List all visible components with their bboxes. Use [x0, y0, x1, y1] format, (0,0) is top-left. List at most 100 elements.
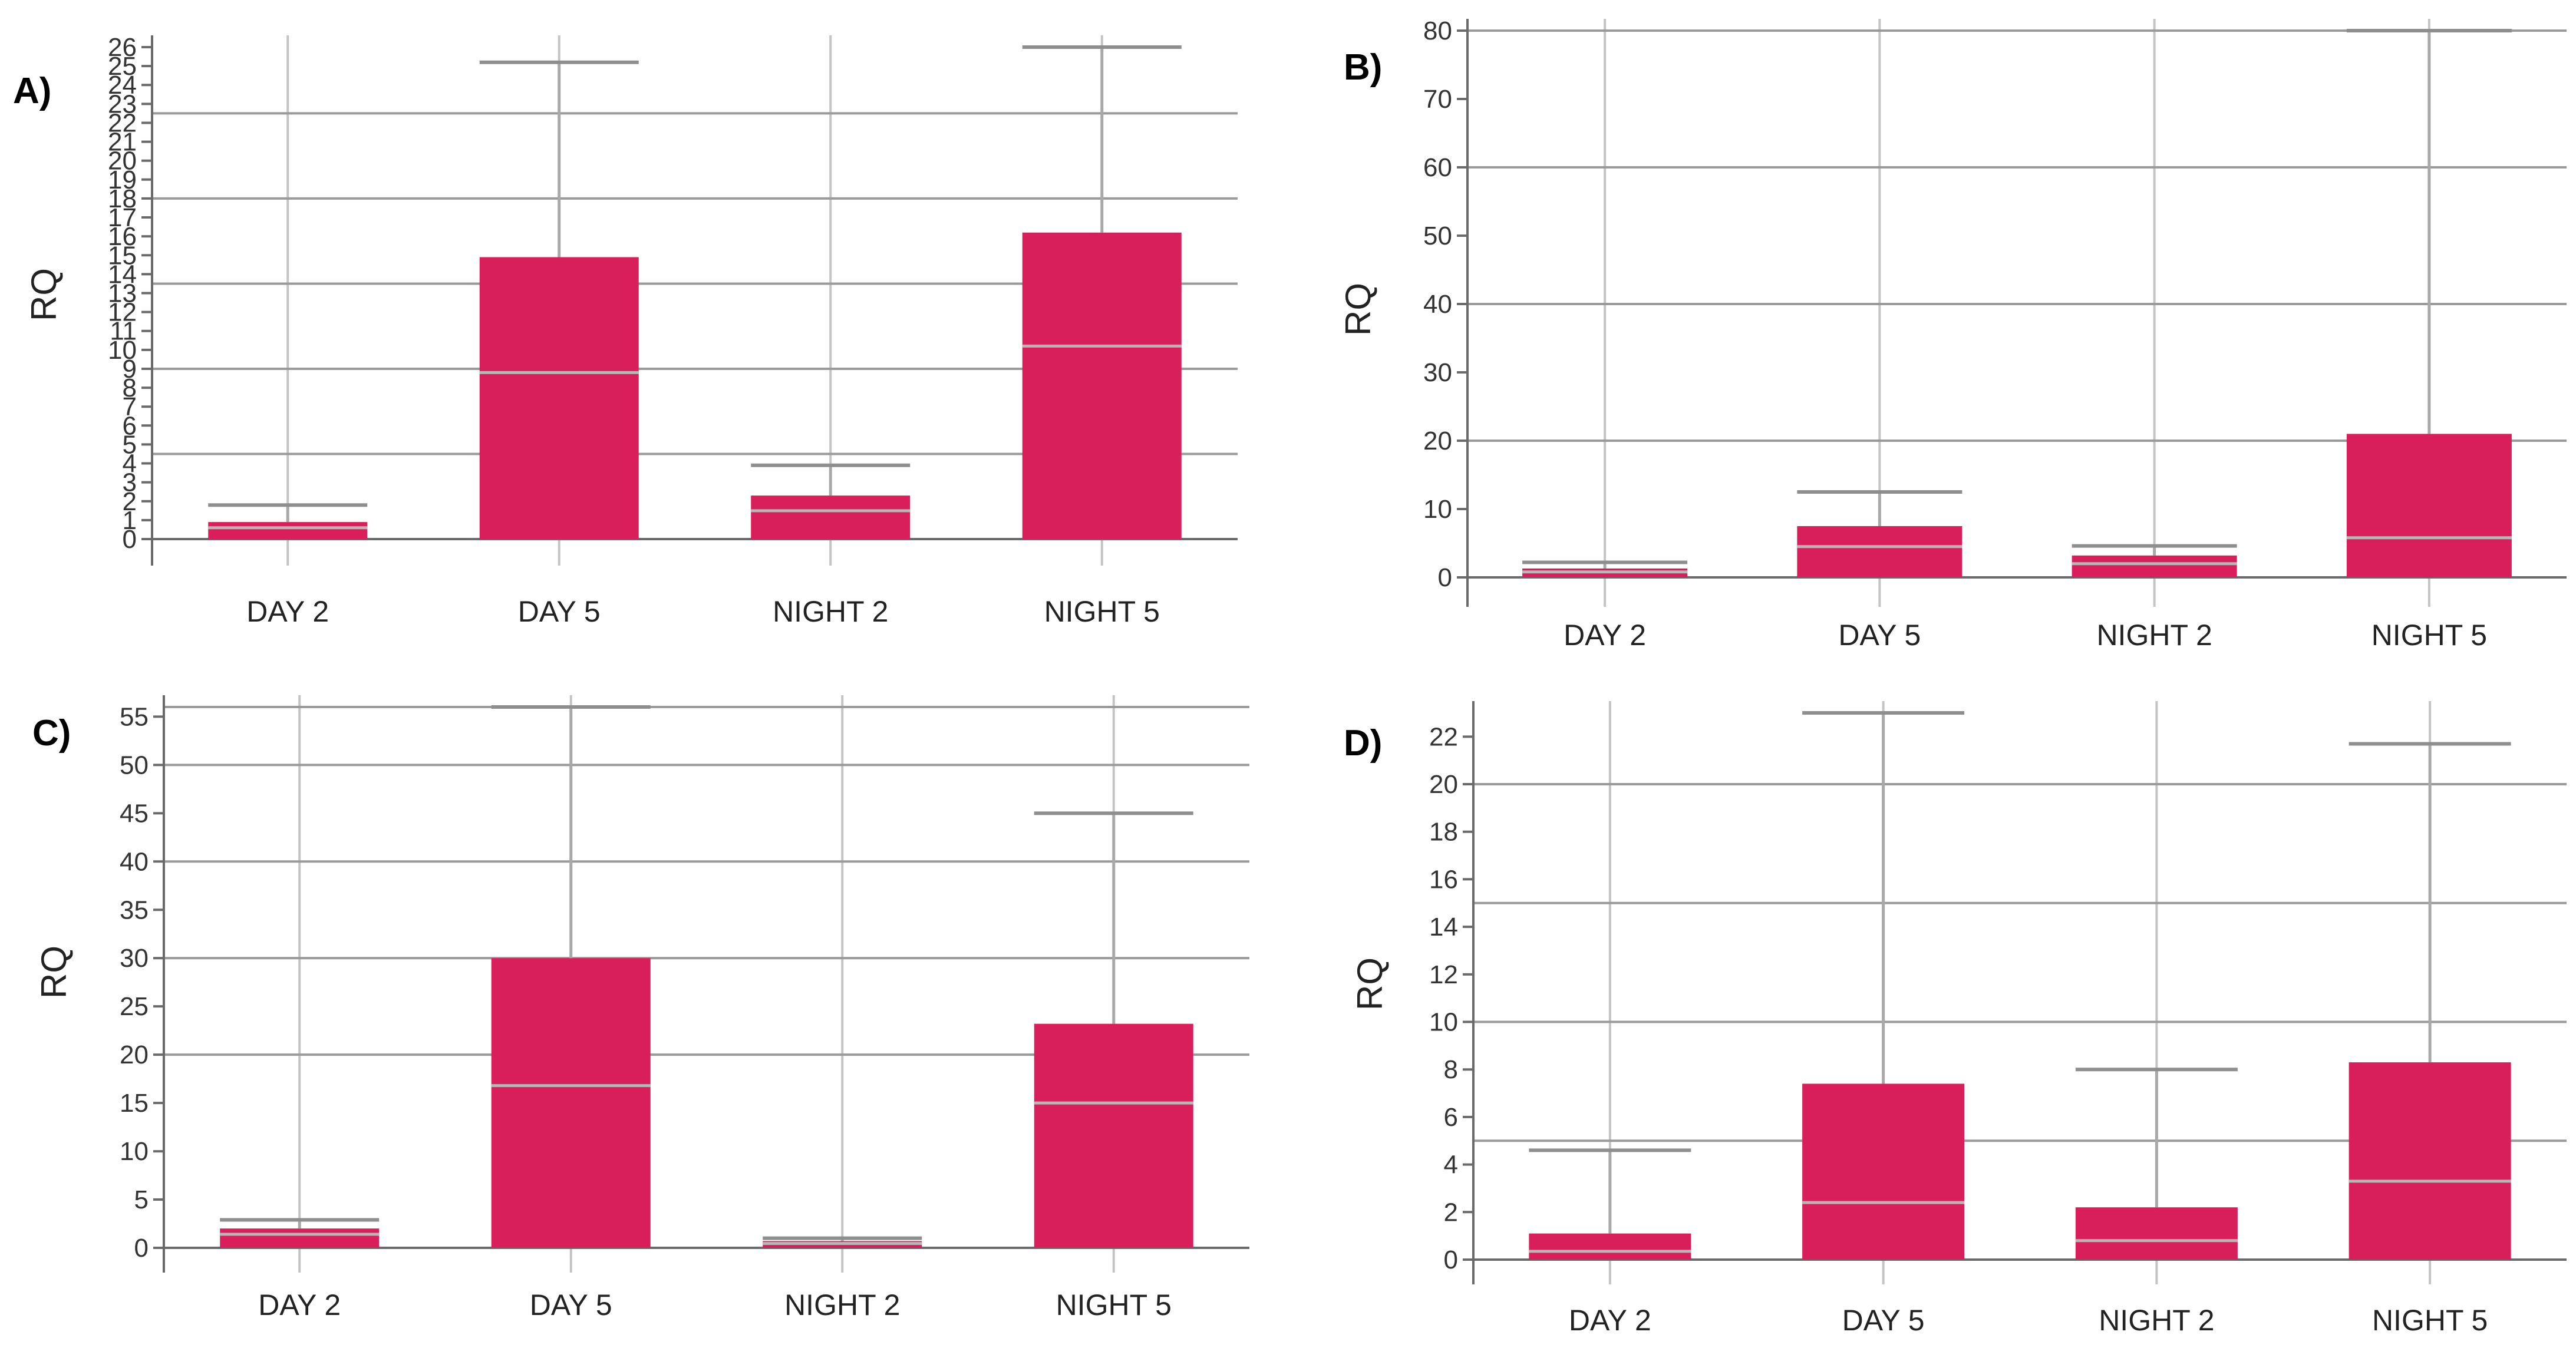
- y-tick-label: 25: [108, 52, 137, 81]
- panel-label: C): [32, 713, 71, 754]
- y-tick-label: 19: [108, 166, 137, 194]
- y-tick-label: 20: [1423, 427, 1452, 455]
- x-tick-label: NIGHT 2: [2099, 1304, 2214, 1337]
- y-tick-label: 15: [108, 241, 137, 270]
- y-tick-label: 40: [1423, 290, 1452, 319]
- panel-a: A)01234567891011121314151617181920212223…: [13, 33, 1238, 628]
- y-tick-label: 20: [120, 1040, 149, 1069]
- bar: [479, 257, 639, 539]
- y-tick-label: 5: [134, 1185, 149, 1214]
- y-axis-label: RQ: [1338, 283, 1378, 336]
- x-tick-label: DAY 2: [1564, 619, 1646, 652]
- panel-c: C) 0 5 10 15 20 25 30 35 40 45 50 55 RQ DAY 2 DAY 5 NIGH…: [32, 695, 1249, 1321]
- y-tick-label: 11: [110, 317, 137, 346]
- bar: [2349, 1062, 2511, 1260]
- y-tick-label: 0: [1444, 1245, 1458, 1274]
- y-tick-label: 30: [1423, 358, 1452, 387]
- x-tick-label: NIGHT 5: [2372, 1304, 2488, 1337]
- y-tick-label: 6: [1444, 1103, 1458, 1132]
- panel-label: B): [1344, 47, 1382, 88]
- y-tick-label: 18: [108, 184, 137, 213]
- y-tick-label: 35: [120, 896, 149, 924]
- y-tick-label: 45: [120, 799, 149, 828]
- y-tick-label: 4: [1444, 1151, 1458, 1180]
- y-tick-label: 8: [123, 374, 137, 402]
- y-tick-label: 14: [1429, 913, 1458, 941]
- bar: [1529, 1233, 1691, 1260]
- y-tick-label: 8: [1444, 1055, 1458, 1084]
- y-tick-label: 26: [108, 33, 137, 62]
- y-tick-label: 1: [123, 506, 137, 535]
- panel-label: D): [1344, 723, 1382, 764]
- x-tick-label: DAY 2: [258, 1288, 341, 1321]
- bar: [1797, 526, 1962, 577]
- y-tick-label: 22: [1429, 722, 1458, 751]
- y-tick-label: 0: [123, 525, 137, 554]
- x-tick-label: NIGHT 2: [2096, 619, 2212, 652]
- x-tick-label: DAY 5: [1838, 619, 1921, 652]
- x-tick-label: DAY 5: [1842, 1304, 1925, 1337]
- y-tick-label: 60: [1423, 153, 1452, 182]
- y-tick-label: 22: [108, 108, 137, 137]
- y-tick-label: 25: [120, 992, 149, 1021]
- y-tick-label: 2: [123, 487, 137, 516]
- y-tick-label: 4: [123, 450, 137, 478]
- y-tick-label: 10: [1423, 495, 1452, 524]
- bar: [1802, 1083, 1965, 1260]
- x-tick-label: NIGHT 5: [2371, 619, 2487, 652]
- x-tick-label: DAY 5: [530, 1288, 612, 1321]
- x-tick-label: NIGHT 2: [773, 595, 888, 628]
- y-tick-label: 16: [108, 222, 137, 251]
- y-tick-label: 13: [108, 279, 137, 308]
- x-tick-label: DAY 5: [518, 595, 601, 628]
- y-tick-label: 50: [120, 751, 149, 779]
- bar: [1034, 1023, 1193, 1248]
- bar: [2072, 555, 2237, 577]
- panel-b: B) 0 10 20 30 40 50 60 70 80 RQ DAY 2 DAY 5 NIGHT 2 NI…: [1338, 16, 2567, 652]
- y-tick-label: 10: [120, 1137, 149, 1166]
- bar: [751, 495, 911, 539]
- y-tick-label: 55: [120, 702, 149, 731]
- y-axis-label: RQ: [34, 946, 74, 999]
- y-tick-label: 10: [1429, 1008, 1458, 1037]
- y-tick-label: 15: [120, 1089, 149, 1118]
- y-tick-label: 18: [1429, 818, 1458, 847]
- y-tick-label: 5: [123, 430, 137, 459]
- x-tick-label: DAY 2: [1569, 1304, 1651, 1337]
- y-tick-label: 9: [123, 355, 137, 384]
- y-tick-label: 70: [1423, 85, 1452, 114]
- y-tick-label: 3: [123, 468, 137, 497]
- y-tick-label: 14: [108, 260, 137, 289]
- panel-d: D) 0 2 4 6 8 10 12 14 16 18 20 22 RQ DAY 2 DAY 5 NIGHT 2…: [1344, 701, 2567, 1337]
- y-tick-label: 17: [108, 203, 137, 232]
- y-tick-label: 20: [108, 147, 137, 176]
- y-tick-label: 80: [1423, 16, 1452, 45]
- bar: [1022, 232, 1182, 539]
- y-axis-label: RQ: [24, 268, 64, 321]
- y-tick-label: 16: [1429, 865, 1458, 894]
- bar: [491, 958, 651, 1248]
- y-tick-label: 50: [1423, 222, 1452, 250]
- x-tick-label: NIGHT 2: [784, 1288, 900, 1321]
- y-tick-label: 2: [1444, 1198, 1458, 1227]
- bar: [208, 522, 368, 539]
- bar: [220, 1228, 380, 1248]
- panel-label: A): [13, 71, 51, 111]
- y-tick-label: 20: [1429, 770, 1458, 799]
- y-tick-label: 40: [120, 847, 149, 876]
- x-tick-label: DAY 2: [246, 595, 329, 628]
- y-tick-label: 12: [108, 298, 137, 327]
- y-tick-label: 23: [108, 90, 137, 118]
- y-tick-label: 6: [123, 411, 137, 440]
- y-tick-label: 30: [120, 944, 149, 973]
- y-tick-label: 12: [1429, 960, 1458, 989]
- y-tick-label: 21: [108, 128, 137, 157]
- y-tick-label: 7: [123, 392, 137, 421]
- bar: [2346, 434, 2512, 577]
- y-tick-label: 10: [108, 336, 137, 365]
- x-tick-label: NIGHT 5: [1056, 1288, 1172, 1321]
- y-axis-label: RQ: [1350, 957, 1390, 1010]
- y-tick-label: 0: [134, 1234, 149, 1263]
- y-tick-label: 0: [1438, 563, 1452, 592]
